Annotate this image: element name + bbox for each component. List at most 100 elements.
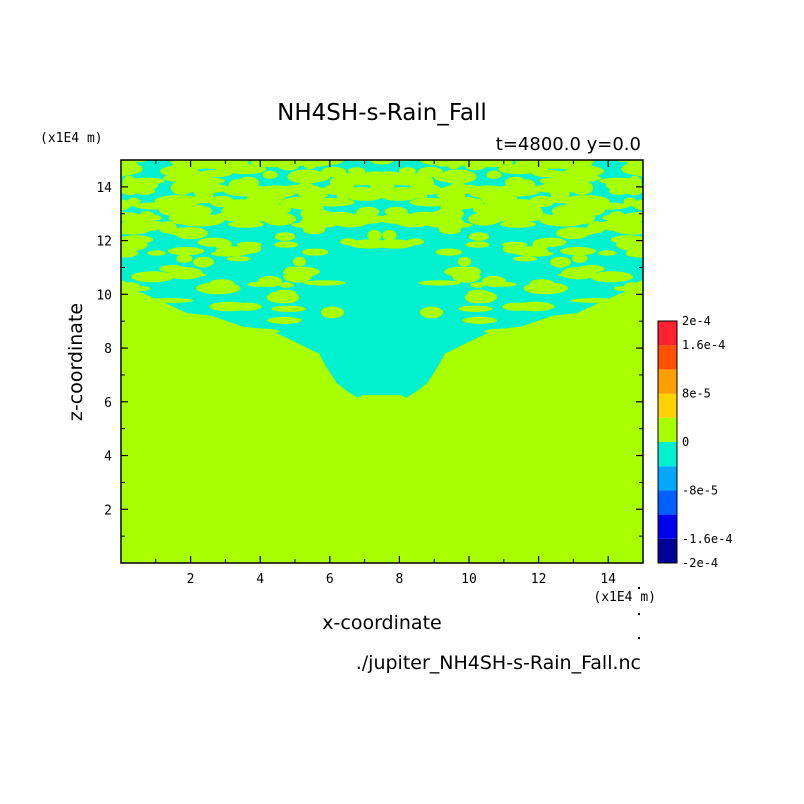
colorbar-segment <box>658 466 677 491</box>
positive-speckle <box>227 220 265 228</box>
positive-speckle <box>226 256 251 262</box>
x-tick-label: 4 <box>256 572 264 587</box>
colorbar-tick-label: 2e-4 <box>682 314 711 328</box>
positive-speckle <box>278 282 294 288</box>
positive-speckle <box>598 250 617 256</box>
positive-speckle <box>440 196 484 209</box>
positive-speckle <box>550 187 570 201</box>
corner-dots <box>638 587 640 639</box>
positive-speckle <box>398 167 417 175</box>
positive-speckle <box>444 266 481 277</box>
positive-speckle <box>414 191 428 200</box>
positive-speckle <box>247 281 274 287</box>
positive-speckle <box>409 197 454 207</box>
positive-speckle <box>303 280 346 286</box>
positive-speckle <box>121 199 132 211</box>
positive-speckle <box>347 167 366 175</box>
positive-speckle <box>515 301 555 312</box>
positive-speckle <box>143 298 194 303</box>
colorbar-segment <box>658 490 677 515</box>
positive-speckle <box>613 286 629 291</box>
colorbar-tick-label: 1.6e-4 <box>682 338 725 352</box>
positive-speckle <box>636 280 643 290</box>
positive-speckle <box>298 191 328 200</box>
positive-speckle <box>287 169 326 184</box>
positive-speckle <box>382 229 397 242</box>
positive-speckle <box>462 316 498 324</box>
colorbar-tick-label: 0 <box>682 435 689 449</box>
positive-speckle <box>122 216 142 225</box>
positive-speckle <box>579 160 596 165</box>
positive-speckle <box>320 306 345 319</box>
positive-speckle <box>628 175 642 190</box>
positive-speckle <box>367 229 382 242</box>
positive-speckle <box>197 237 231 247</box>
positive-speckle <box>134 187 155 195</box>
x-tick-label: 14 <box>600 572 616 587</box>
positive-speckle <box>131 271 175 283</box>
positive-speckle <box>523 282 568 295</box>
colorbar-segment <box>658 321 677 346</box>
positive-speckle <box>121 280 128 290</box>
positive-speckle <box>122 175 136 190</box>
colorbar-tick-label: 8e-5 <box>682 387 711 401</box>
positive-speckle <box>544 179 567 189</box>
positive-speckle <box>571 254 588 263</box>
positive-speckle <box>183 184 197 193</box>
positive-speckle <box>154 195 202 208</box>
colorbar-frame <box>657 320 678 564</box>
positive-speckle <box>628 167 643 177</box>
positive-speckle <box>121 242 136 249</box>
positive-speckle <box>567 207 591 222</box>
positive-speckle <box>127 197 141 207</box>
positive-speckle <box>468 232 490 241</box>
positive-speckle <box>168 267 203 280</box>
positive-speckle <box>396 216 431 228</box>
positive-speckle <box>154 308 183 318</box>
y-tick-label: 10 <box>96 288 112 303</box>
positive-speckle <box>632 199 643 211</box>
positive-speckle <box>513 256 538 262</box>
positive-speckle <box>147 250 166 256</box>
y-tick-label: 2 <box>104 503 112 518</box>
positive-speckle <box>499 220 537 228</box>
positive-speckle <box>533 237 567 247</box>
y-tick-label: 8 <box>104 342 112 357</box>
positive-speckle <box>346 191 384 201</box>
colorbar-segment <box>658 442 677 467</box>
positive-speckle <box>197 179 220 189</box>
positive-speckle <box>438 169 477 184</box>
chart-subtitle: t=4800.0 y=0.0 <box>496 134 641 155</box>
positive-speckle <box>194 187 214 201</box>
source-file: ./jupiter_NH4SH-s-Rain_Fall.nc <box>356 652 641 674</box>
positive-speckle <box>486 170 502 179</box>
colorbar-segment <box>658 345 677 370</box>
positive-speckle <box>196 282 241 295</box>
positive-speckle <box>371 184 392 196</box>
x-axis-unit: (x1E4 m) <box>593 590 656 605</box>
positive-speckle <box>274 241 299 248</box>
positive-speckle <box>435 248 463 256</box>
positive-speckle <box>121 249 139 258</box>
positive-speckle <box>193 256 214 268</box>
positive-speckle <box>291 222 326 228</box>
x-tick-label: 2 <box>187 572 195 587</box>
positive-speckle <box>373 160 388 163</box>
plot-frame <box>120 159 644 564</box>
positive-speckle <box>562 174 602 183</box>
positive-speckle <box>559 247 597 256</box>
x-tick-label: 6 <box>326 572 334 587</box>
positive-speckle <box>556 227 590 240</box>
positive-speckle <box>215 246 254 256</box>
positive-speckle <box>262 170 278 179</box>
y-axis-label: z-coordinate <box>65 303 87 421</box>
positive-speckle <box>561 267 596 280</box>
x-tick-label: 10 <box>461 572 477 587</box>
positive-speckle <box>464 291 491 304</box>
positive-speckle <box>478 205 509 220</box>
positive-speckle <box>439 227 461 235</box>
positive-speckle <box>458 305 493 312</box>
y-axis-unit: (x1E4 m) <box>40 131 103 146</box>
positive-speckle <box>167 247 205 256</box>
positive-speckle <box>274 232 296 241</box>
